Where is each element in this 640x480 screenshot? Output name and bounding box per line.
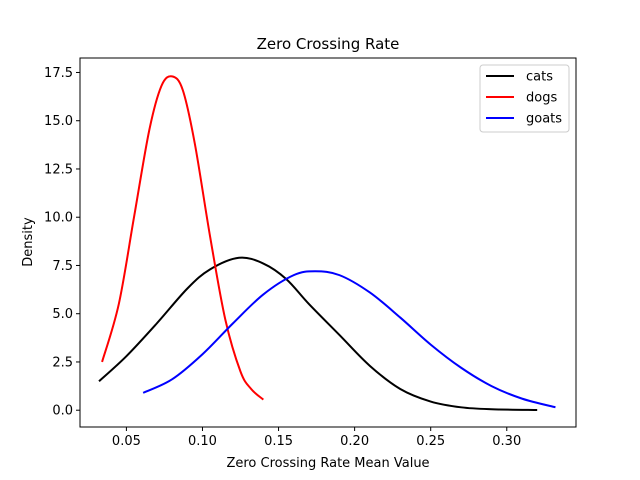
y-tick-label: 5.0	[52, 307, 73, 322]
x-tick-label: 0.15	[264, 434, 293, 449]
y-tick-label: 12.5	[44, 162, 73, 177]
x-tick-label: 0.05	[112, 434, 141, 449]
x-axis: 0.05 0.10 0.15 0.20 0.25 0.30	[112, 427, 521, 449]
legend: cats dogs goats	[479, 64, 570, 133]
legend-label-dogs: dogs	[526, 91, 557, 106]
legend-label-cats: cats	[526, 70, 553, 85]
series-line-goats	[142, 270, 556, 409]
x-tick-label: 0.25	[416, 434, 445, 449]
chart-title: Zero Crossing Rate	[257, 35, 400, 53]
series-line-cats	[98, 256, 538, 412]
y-tick-label: 0.0	[52, 404, 73, 419]
y-tick-label: 10.0	[44, 211, 73, 226]
x-axis-label: Zero Crossing Rate Mean Value	[226, 456, 429, 471]
legend-box	[479, 64, 570, 133]
x-tick-label: 0.20	[340, 434, 369, 449]
y-tick-label: 15.0	[44, 114, 73, 129]
y-axis: 0.0 2.5 5.0 7.5 10.0 12.5 15.0 17.5	[44, 66, 80, 419]
series-line-dogs	[101, 75, 264, 401]
y-tick-label: 17.5	[44, 66, 73, 81]
plot-frame	[79, 57, 577, 428]
legend-label-goats: goats	[526, 112, 562, 127]
x-tick-label: 0.10	[188, 434, 217, 449]
y-tick-label: 7.5	[52, 259, 73, 274]
y-axis-label: Density	[21, 217, 36, 267]
plot-area	[98, 75, 556, 412]
y-tick-label: 2.5	[52, 355, 73, 370]
x-tick-label: 0.30	[492, 434, 521, 449]
